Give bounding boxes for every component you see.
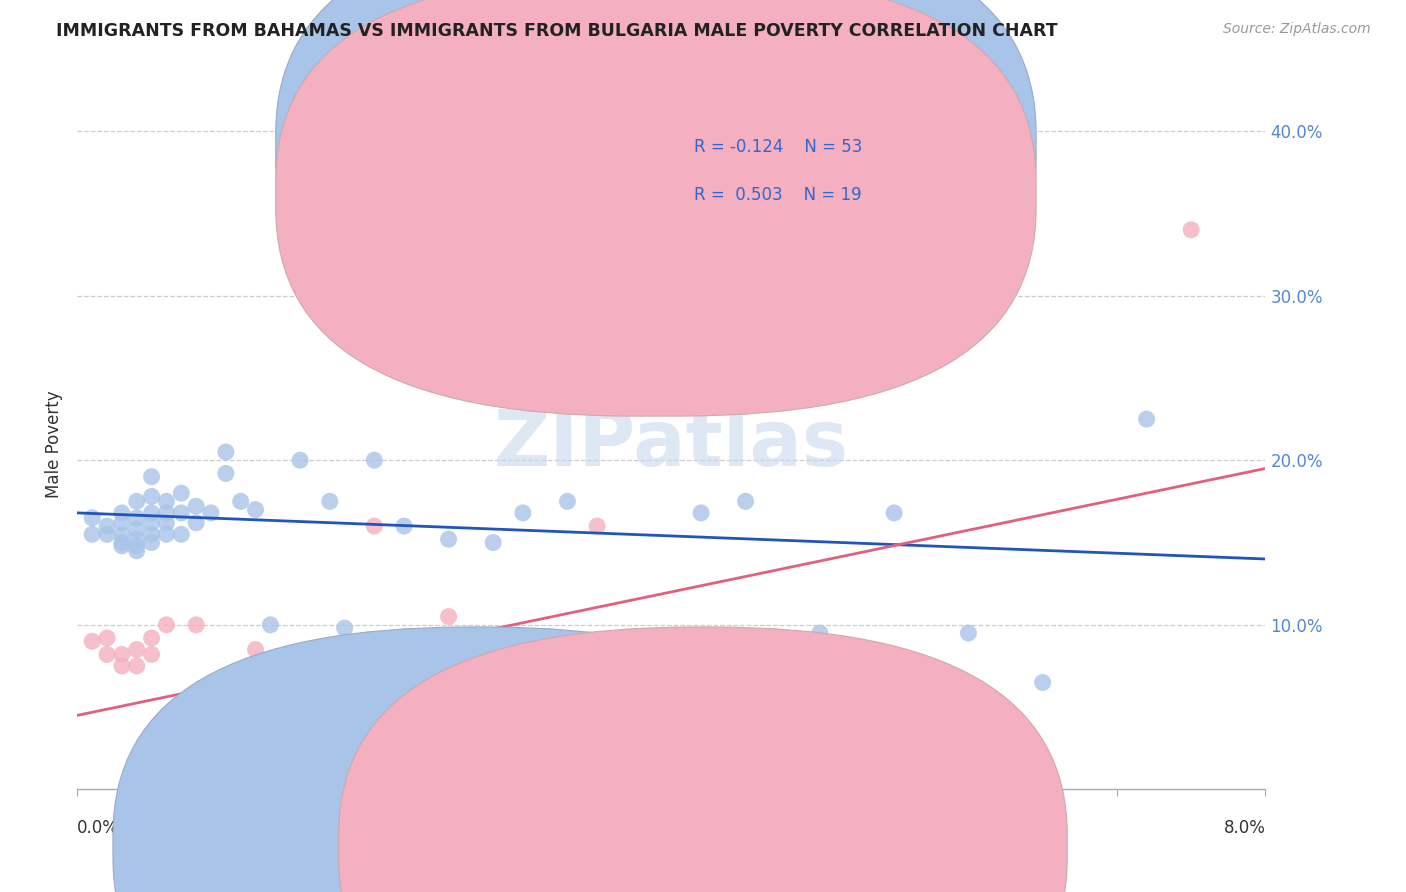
Point	[1180, 223, 1202, 237]
Point	[125, 494, 148, 508]
FancyBboxPatch shape	[339, 627, 1067, 892]
Point	[141, 527, 163, 541]
Point	[82, 511, 104, 525]
Point	[111, 648, 134, 662]
Point	[141, 490, 163, 504]
Point	[586, 519, 609, 533]
Point	[957, 626, 980, 640]
Text: IMMIGRANTS FROM BAHAMAS VS IMMIGRANTS FROM BULGARIA MALE POVERTY CORRELATION CHA: IMMIGRANTS FROM BAHAMAS VS IMMIGRANTS FR…	[56, 22, 1057, 40]
Point	[125, 642, 148, 657]
Point	[155, 506, 177, 520]
Point	[288, 453, 311, 467]
Point	[437, 533, 460, 547]
Point	[125, 543, 148, 558]
Point	[1136, 412, 1159, 426]
Point	[437, 609, 460, 624]
Point	[734, 494, 756, 508]
Point	[125, 522, 148, 536]
Point	[215, 445, 238, 459]
Point	[288, 671, 311, 685]
Point	[808, 626, 831, 640]
Point	[392, 519, 415, 533]
Point	[96, 648, 118, 662]
Point	[259, 617, 281, 632]
Point	[96, 527, 118, 541]
Point	[363, 453, 385, 467]
Point	[1032, 675, 1054, 690]
Point	[186, 617, 208, 632]
Point	[125, 659, 148, 673]
Point	[883, 506, 905, 520]
Point	[690, 506, 713, 520]
Text: R =  0.503    N = 19: R = 0.503 N = 19	[695, 186, 862, 204]
FancyBboxPatch shape	[617, 109, 974, 226]
Point	[96, 631, 118, 645]
Point	[229, 494, 252, 508]
Point	[111, 506, 134, 520]
Point	[215, 467, 238, 481]
Point	[319, 494, 342, 508]
Point	[141, 631, 163, 645]
Point	[125, 539, 148, 553]
Point	[186, 500, 208, 514]
Point	[141, 516, 163, 530]
Point	[111, 516, 134, 530]
Point	[363, 519, 385, 533]
Point	[141, 469, 163, 483]
Y-axis label: Male Poverty: Male Poverty	[45, 390, 63, 498]
Point	[957, 703, 980, 717]
Point	[82, 634, 104, 648]
Text: 8.0%: 8.0%	[1223, 819, 1265, 837]
Point	[245, 642, 267, 657]
Point	[557, 494, 579, 508]
Text: Immigrants from Bahamas: Immigrants from Bahamas	[496, 838, 718, 855]
Text: Immigrants from Bulgaria: Immigrants from Bulgaria	[723, 838, 936, 855]
Point	[141, 506, 163, 520]
Point	[512, 506, 534, 520]
Point	[155, 516, 177, 530]
FancyBboxPatch shape	[276, 0, 1036, 416]
Point	[200, 506, 222, 520]
FancyBboxPatch shape	[112, 627, 842, 892]
Point	[170, 506, 193, 520]
Point	[111, 535, 134, 549]
Point	[111, 659, 134, 673]
FancyBboxPatch shape	[276, 0, 1036, 368]
Text: R = -0.124    N = 53: R = -0.124 N = 53	[695, 137, 862, 155]
Point	[141, 535, 163, 549]
Point	[125, 511, 148, 525]
Point	[111, 527, 134, 541]
Text: ZIPatlas: ZIPatlas	[494, 406, 849, 482]
Text: 0.0%: 0.0%	[77, 819, 120, 837]
Point	[125, 533, 148, 547]
Point	[186, 516, 208, 530]
Point	[170, 527, 193, 541]
Point	[155, 617, 177, 632]
Point	[482, 535, 505, 549]
Point	[630, 181, 652, 195]
Point	[333, 621, 356, 635]
Point	[155, 494, 177, 508]
Point	[141, 648, 163, 662]
Point	[808, 654, 831, 668]
Point	[155, 527, 177, 541]
Point	[245, 502, 267, 516]
Point	[170, 486, 193, 500]
Point	[111, 539, 134, 553]
Point	[82, 527, 104, 541]
Text: Source: ZipAtlas.com: Source: ZipAtlas.com	[1223, 22, 1371, 37]
Point	[96, 519, 118, 533]
